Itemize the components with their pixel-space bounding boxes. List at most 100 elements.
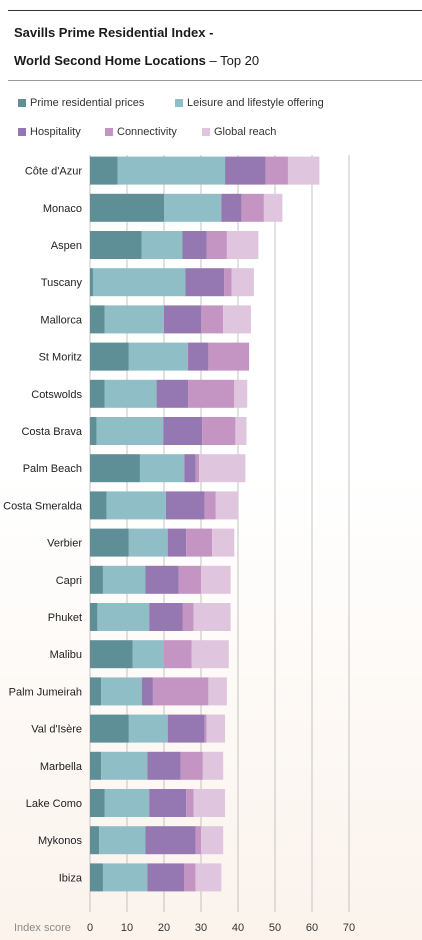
bar-segment: [104, 789, 150, 817]
bar-segment: [263, 193, 283, 222]
bar-segment: [223, 305, 251, 334]
bar-segment: [193, 789, 226, 817]
bar-segment: [212, 528, 235, 557]
bar-segment: [231, 268, 254, 297]
bar-segment: [164, 193, 222, 222]
bar-segment: [92, 268, 186, 297]
bar-segment: [90, 677, 102, 706]
bar-segment: [186, 789, 194, 817]
chart-title: Savills Prime Residential Index -: [14, 25, 214, 40]
bar-segment: [195, 863, 222, 892]
bar-segment: [235, 417, 247, 445]
bar-segment: [201, 565, 231, 594]
bar-segment: [202, 751, 224, 780]
legend-label: Connectivity: [117, 126, 177, 138]
category-label: Palm Jumeirah: [9, 686, 82, 698]
legend-label: Global reach: [214, 126, 277, 138]
bar-segment: [90, 714, 129, 743]
category-label: Costa Smeralda: [3, 500, 83, 512]
bar-segment: [202, 417, 236, 445]
legend-swatch: [18, 99, 26, 107]
legend-swatch: [202, 128, 210, 136]
category-label: Capri: [56, 575, 82, 587]
bar-segment: [265, 156, 288, 185]
bar-segment: [182, 603, 194, 631]
bar-segment: [90, 565, 103, 594]
bar-segment: [184, 454, 196, 483]
legend-label: Prime residential prices: [30, 97, 145, 109]
bar-segment: [193, 603, 231, 631]
bar-segment: [221, 193, 242, 222]
bar-segment: [178, 565, 201, 594]
bar-segment: [90, 454, 140, 483]
bar-segment: [167, 528, 187, 557]
bar-segment: [141, 231, 183, 259]
bar-segment: [102, 565, 146, 594]
bar-segment: [191, 640, 229, 669]
legend-item: Connectivity: [105, 126, 177, 138]
category-label: Malibu: [50, 649, 82, 661]
bar-segment: [90, 342, 129, 371]
bar-segment: [208, 342, 250, 371]
bar-segment: [167, 714, 205, 743]
bar-segment: [104, 379, 157, 408]
bar-segment: [106, 491, 166, 520]
bar-segment: [139, 454, 185, 483]
category-label: Val d'Isère: [31, 724, 82, 736]
bar-segment: [149, 789, 187, 817]
bar-segment: [206, 231, 227, 259]
bar-segment: [90, 417, 97, 445]
category-label: Verbier: [47, 538, 82, 550]
chart-subtitle: World Second Home Locations – Top 20: [14, 53, 259, 68]
bar-segment: [226, 231, 259, 259]
legend-swatch: [175, 99, 183, 107]
x-tick-label: 10: [121, 922, 133, 934]
bar-segment: [206, 714, 226, 743]
category-label: Mallorca: [40, 314, 82, 326]
bar-segment: [90, 379, 105, 408]
bar-segment: [156, 379, 189, 408]
x-tick-label: 70: [343, 922, 355, 934]
bar-segment: [188, 379, 235, 408]
bar-segment: [101, 751, 148, 780]
bar-segment: [188, 342, 209, 371]
bar-segment: [215, 491, 238, 520]
bar-segment: [224, 268, 232, 297]
bar-segment: [90, 826, 100, 855]
bar-segment: [128, 342, 189, 371]
legend-label: Leisure and lifestyle offering: [187, 97, 324, 109]
bar-segment: [234, 379, 248, 408]
x-tick-label: 40: [232, 922, 244, 934]
bar-segment: [287, 156, 320, 185]
category-label: Palm Beach: [23, 463, 82, 475]
bar-segment: [164, 640, 192, 669]
chart-subtitle-rest: – Top 20: [205, 53, 260, 68]
x-tick-label: 50: [269, 922, 281, 934]
bar-segment: [99, 826, 146, 855]
category-label: Lake Como: [26, 798, 82, 810]
category-label: Costa Brava: [21, 426, 82, 438]
x-tick-label: 60: [306, 922, 318, 934]
bar-segment: [117, 156, 226, 185]
bar-segment: [90, 193, 164, 222]
bar-segment: [164, 305, 201, 334]
bar-segment: [195, 826, 201, 855]
bar-segment: [128, 528, 168, 557]
bar-segment: [180, 751, 203, 780]
bar-segment: [201, 305, 224, 334]
bar-segment: [185, 268, 225, 297]
bar-segment: [165, 491, 205, 520]
bar-segment: [186, 528, 213, 557]
bar-segment: [141, 677, 153, 706]
legend-label: Hospitality: [30, 126, 81, 138]
bar-segment: [90, 863, 103, 892]
bar-segment: [90, 491, 107, 520]
chart-subtitle-bold: World Second Home Locations: [14, 53, 206, 68]
bar-segment: [145, 826, 196, 855]
category-label: Ibiza: [59, 872, 83, 884]
bar-segment: [145, 565, 179, 594]
legend-item: Global reach: [202, 126, 276, 138]
category-label: Monaco: [43, 203, 82, 215]
category-label: Cotswolds: [31, 389, 82, 401]
